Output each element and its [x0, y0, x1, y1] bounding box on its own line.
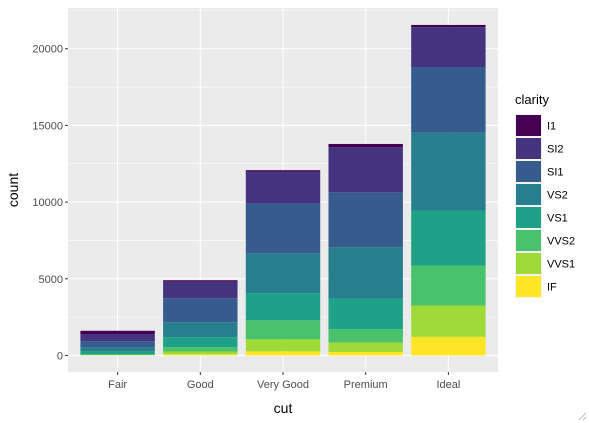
legend-label-if: IF [547, 282, 557, 294]
legend-title: clarity [515, 92, 549, 107]
bar-stack-group: Fair / IF: 9Fair / VVS1: 17Fair / VVS2: … [80, 24, 486, 356]
legend-label-vs1: VS1 [547, 213, 568, 225]
bar-segment-vs2: Very Good / VS2: 2591 [245, 253, 321, 294]
bar-segment-vs2: Ideal / VS2: 5071 [411, 132, 486, 211]
legend-swatch-vvs1 [516, 253, 541, 274]
bar-segment-vvs1: Premium / VVS1: 616 [328, 342, 403, 352]
y-tick-label: 20000 [32, 44, 63, 56]
resize-grip-icon[interactable] [577, 411, 587, 421]
legend-label-si2: SI2 [547, 144, 564, 156]
bar-segment-vvs2: Very Good / VVS2: 1235 [245, 320, 321, 340]
x-tick-label: Very Good [257, 379, 309, 391]
bar-segment-vs2: Premium / VS2: 3357 [328, 247, 403, 299]
bar-segment-if: Premium / IF: 230 [328, 351, 403, 356]
bar-segment-i1: Premium / I1: 205 [328, 143, 403, 148]
x-tick-label: Good [187, 379, 214, 391]
legend-label-vs2: VS2 [547, 190, 568, 202]
bar-segment-vvs2: Fair / VVS2: 69 [80, 354, 155, 356]
bar-segment-vvs2: Good / VVS2: 286 [163, 347, 238, 352]
legend-swatch-vvs2 [516, 230, 541, 251]
y-tick-label: 10000 [32, 197, 63, 209]
bar-segment-i1: Very Good / I1: 84 [245, 170, 321, 172]
bar-segment-i1: Fair / I1: 210 [80, 330, 155, 334]
x-axis: Fair Good Very Good Premium Ideal [108, 372, 460, 391]
y-axis-title: count [5, 173, 21, 207]
bar-segment-vvs2: Ideal / VVS2: 2606 [411, 265, 486, 306]
bar-segment-vs1: Fair / VS1: 170 [80, 351, 155, 355]
bar-segment-si1: Ideal / SI1: 4282 [411, 67, 486, 133]
bar-segment-vvs2: Premium / VVS2: 870 [328, 329, 403, 343]
legend-items: I1 SI2 SI1 VS2 VS1 VVS2 VVS1 IF [515, 114, 575, 298]
bar-segment-si1: Very Good / SI1: 3240 [245, 203, 321, 254]
x-tick-label: Premium [344, 379, 388, 391]
bar-segment-si1: Premium / SI1: 3575 [328, 192, 403, 248]
bar-segment-si2: Good / SI2: 1081 [163, 281, 238, 299]
bar-segment-i1: Good / I1: 96 [163, 280, 238, 282]
bar-segment-vs2: Fair / VS2: 261 [80, 347, 155, 352]
y-tick-label: 0 [57, 350, 63, 362]
bar-segment-if: Very Good / IF: 268 [245, 351, 321, 356]
y-tick-label: 5000 [39, 274, 63, 286]
bar-segment-vs1: Premium / VS1: 1989 [328, 298, 403, 330]
bar-segment-si2: Very Good / SI2: 2100 [245, 171, 321, 204]
bar-segment-vs1: Very Good / VS1: 1775 [245, 293, 321, 321]
legend-swatch-si1 [516, 161, 541, 182]
y-axis: 0 5000 10000 15000 20000 [32, 44, 68, 362]
legend-label-vvs2: VVS2 [547, 236, 575, 248]
bar-segment-vs1: Ideal / VS1: 3589 [411, 210, 486, 266]
x-tick-label: Ideal [436, 379, 460, 391]
bar-segment-si1: Good / SI1: 1560 [163, 298, 238, 323]
bar-segment-if: Good / IF: 71 [163, 354, 238, 356]
bar-segment-vs2: Good / VS2: 978 [163, 322, 238, 338]
legend: clarity I1 SI2 SI1 VS2 VS1 VVS2 VVS1 IF [515, 92, 575, 298]
legend-swatch-if [516, 276, 541, 297]
x-axis-title: cut [274, 400, 293, 416]
bar-segment-if: Ideal / IF: 1212 [411, 336, 486, 356]
bar-segment-si2: Fair / SI2: 466 [80, 333, 155, 342]
legend-swatch-si2 [516, 138, 541, 159]
legend-label-si1: SI1 [547, 167, 564, 179]
bar-segment-si2: Premium / SI2: 2949 [328, 147, 403, 193]
bar-segment-vvs1: Ideal / VVS1: 2047 [411, 305, 486, 337]
legend-swatch-i1 [516, 115, 541, 136]
legend-label-i1: I1 [547, 121, 556, 133]
bar-segment-si2: Ideal / SI2: 2598 [411, 27, 486, 68]
bar-segment-si1: Fair / SI1: 408 [80, 341, 155, 348]
legend-swatch-vs1 [516, 207, 541, 228]
bar-segment-vvs1: Very Good / VVS1: 789 [245, 339, 321, 352]
legend-swatch-vs2 [516, 184, 541, 205]
bar-segment-vs1: Good / VS1: 648 [163, 337, 238, 348]
bar-segment-i1: Ideal / I1: 146 [411, 24, 486, 28]
x-tick-label: Fair [108, 379, 127, 391]
legend-label-vvs1: VVS1 [547, 259, 575, 271]
y-tick-label: 15000 [32, 120, 63, 132]
bar-segment-vvs1: Good / VVS1: 186 [163, 351, 238, 355]
